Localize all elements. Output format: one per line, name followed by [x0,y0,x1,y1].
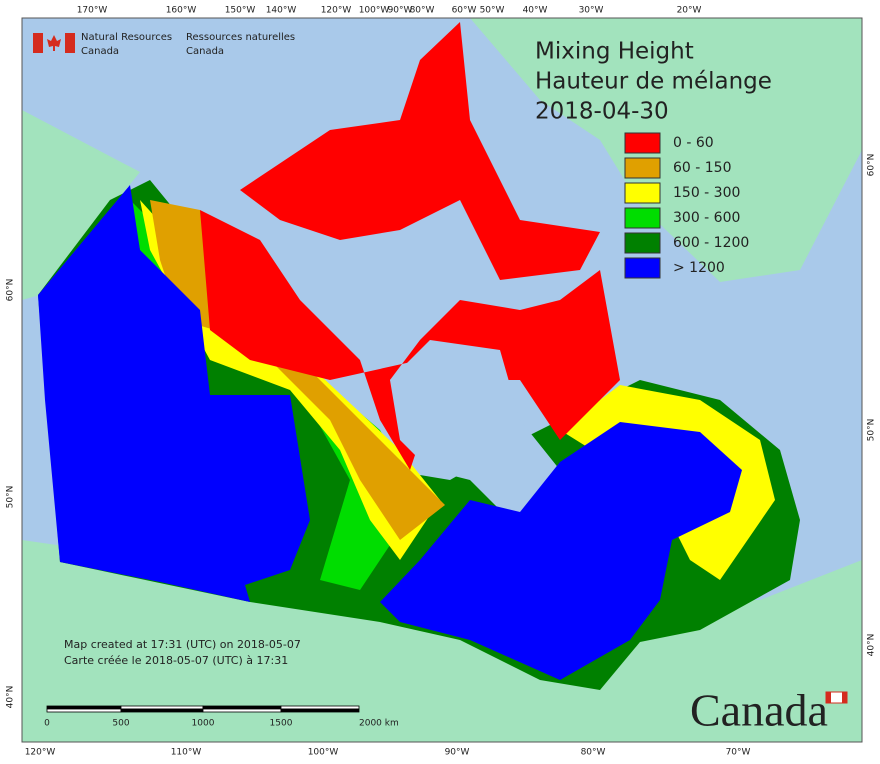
alaska [22,110,140,300]
scale-segment [280,708,360,713]
scale-segment [120,708,204,713]
title: 2018-04-30 [535,99,669,125]
scale-segment [46,705,122,710]
flag-bar [65,33,75,53]
zone-blue-west [38,185,310,602]
wordmark: Canada [690,685,828,736]
scale-label: 1000 [192,719,215,729]
arctic-islands [240,22,600,280]
graticule-label: 140°W [266,6,297,16]
legend-label: 600 - 1200 [673,235,749,251]
graticule-label: 50°W [480,6,505,16]
graticule-label: 80°W [410,6,435,16]
graticule-label: 100°W [308,748,339,758]
graticule-label: 50°N [867,419,877,442]
graticule-label: 30°W [579,6,604,16]
scale-label: 1500 [270,719,293,729]
graticule-label: 110°W [171,748,202,758]
footer-text: Carte créée le 2018-05-07 (UTC) à 17:31 [64,654,288,667]
graticule-label: 20°W [677,6,702,16]
legend-label: 0 - 60 [673,135,714,151]
logo-text: Natural Resources [81,32,172,43]
wordmark-flag [826,692,831,703]
graticule-label: 120°W [321,6,352,16]
legend-label: > 1200 [673,260,725,276]
footer-text: Map created at 17:31 (UTC) on 2018-05-07 [64,638,301,651]
legend-label: 150 - 300 [673,185,740,201]
graticule-label: 40°W [523,6,548,16]
land [22,18,862,742]
greenland [470,18,862,282]
legend-label: 300 - 600 [673,210,740,226]
graticule-label: 90°W [388,6,413,16]
legend-swatch [624,132,661,154]
scale-segment [202,708,282,713]
logo-text: Ressources naturelles [186,32,295,43]
legend-swatch [624,207,661,229]
legend-swatch [624,157,661,179]
flag-bar [33,33,43,53]
logo: Natural Resources Canada Ressources natu… [33,32,295,57]
graticule-label: 170°W [77,6,108,16]
graticule-label: 160°W [166,6,197,16]
hudson-bay [390,340,560,520]
legend-swatch [624,232,661,254]
scale-segment [202,705,282,710]
graticule-label: 60°W [452,6,477,16]
maple-leaf [47,35,61,51]
graticule-label: 80°W [581,748,606,758]
logo-text: Canada [186,46,224,57]
scale-label: 2000 km [359,719,399,729]
scale-segment [120,705,204,710]
scale-label: 500 [112,719,129,729]
scale-segment [280,705,360,710]
graticule-label: 70°W [726,748,751,758]
scale-bar: 0 500 1000 1500 2000 km [44,705,399,729]
title: Hauteur de mélange [535,69,772,95]
wordmark-flag [842,692,847,703]
map-frame [21,17,863,743]
graticule-label: 60°N [867,154,877,177]
graticule-label: 90°W [445,748,470,758]
logo-text: Canada [81,46,119,57]
legend-swatch [624,257,661,279]
graticule-label: 60°N [6,279,16,302]
graticule-label: 40°N [867,634,877,657]
graticule-label: 40°N [6,686,16,709]
title: Mixing Height [535,39,694,65]
scale-label: 0 [44,719,50,729]
graticule-label: 150°W [225,6,256,16]
zone-blue-east [380,422,742,680]
graticule-label: 100°W [359,6,390,16]
legend-swatch [624,182,661,204]
graticule-label: 120°W [25,748,56,758]
graticule-label: 50°N [6,486,16,509]
scale-segment [46,708,122,713]
zone-red [200,210,620,470]
legend-label: 60 - 150 [673,160,732,176]
